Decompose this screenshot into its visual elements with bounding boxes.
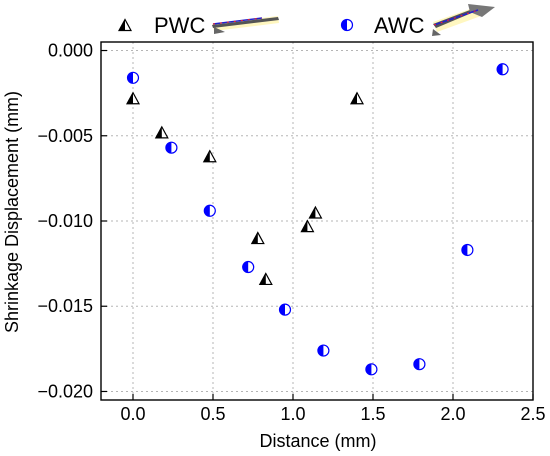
pwc-point: [258, 272, 273, 286]
awc-point: [461, 243, 474, 257]
awc-marker-icon: [340, 18, 354, 32]
x-tick-label: 1.0: [280, 404, 305, 424]
pwc-point: [125, 91, 141, 105]
awc-point: [165, 141, 178, 154]
pwc-point: [300, 219, 315, 233]
awc-point: [278, 303, 292, 316]
x-tick-label: 2.0: [440, 404, 465, 424]
y-axis-title: Shrinkage Displacement (mm): [2, 91, 22, 333]
pwc-point: [308, 205, 323, 219]
y-tick-label: −0.005: [37, 126, 93, 146]
pwc-point: [202, 149, 217, 163]
awc-schematic-icon: [432, 4, 495, 36]
awc-point: [365, 363, 378, 376]
pwc-point: [250, 231, 265, 245]
pwc-point: [349, 91, 365, 105]
y-tick-label: 0.000: [48, 41, 93, 61]
legend: PWC AWC: [117, 4, 495, 38]
awc-point: [203, 204, 216, 217]
y-tick-label: −0.015: [37, 296, 93, 316]
y-tick-label: −0.020: [37, 381, 93, 401]
awc-point: [413, 358, 426, 371]
awc-point: [496, 63, 509, 76]
legend-marker-pwc: [117, 18, 133, 32]
legend-label-awc: AWC: [374, 13, 425, 38]
data-points: [125, 63, 509, 376]
x-tick-label: 0.0: [120, 404, 145, 424]
legend-item-pwc: PWC: [117, 13, 279, 38]
x-axis: 0.0 0.5 1.0 1.5 2.0 2.5: [120, 394, 546, 424]
legend-label-pwc: PWC: [154, 13, 205, 38]
awc-point: [242, 260, 255, 274]
legend-marker-awc: [340, 18, 354, 32]
awc-point: [126, 71, 140, 84]
pwc-point: [154, 125, 169, 139]
awc-point: [317, 344, 330, 357]
pwc-schematic-icon: [212, 16, 279, 34]
legend-item-awc: AWC: [340, 4, 495, 38]
x-tick-label: 2.5: [520, 404, 545, 424]
grid: [101, 42, 533, 400]
y-axis: 0.000 −0.005 −0.010 −0.015 −0.020: [37, 41, 107, 401]
x-tick-label: 0.5: [200, 404, 225, 424]
x-tick-label: 1.5: [360, 404, 385, 424]
x-axis-title: Distance (mm): [259, 431, 376, 451]
pwc-marker-icon: [117, 18, 133, 32]
y-tick-label: −0.010: [37, 211, 93, 231]
